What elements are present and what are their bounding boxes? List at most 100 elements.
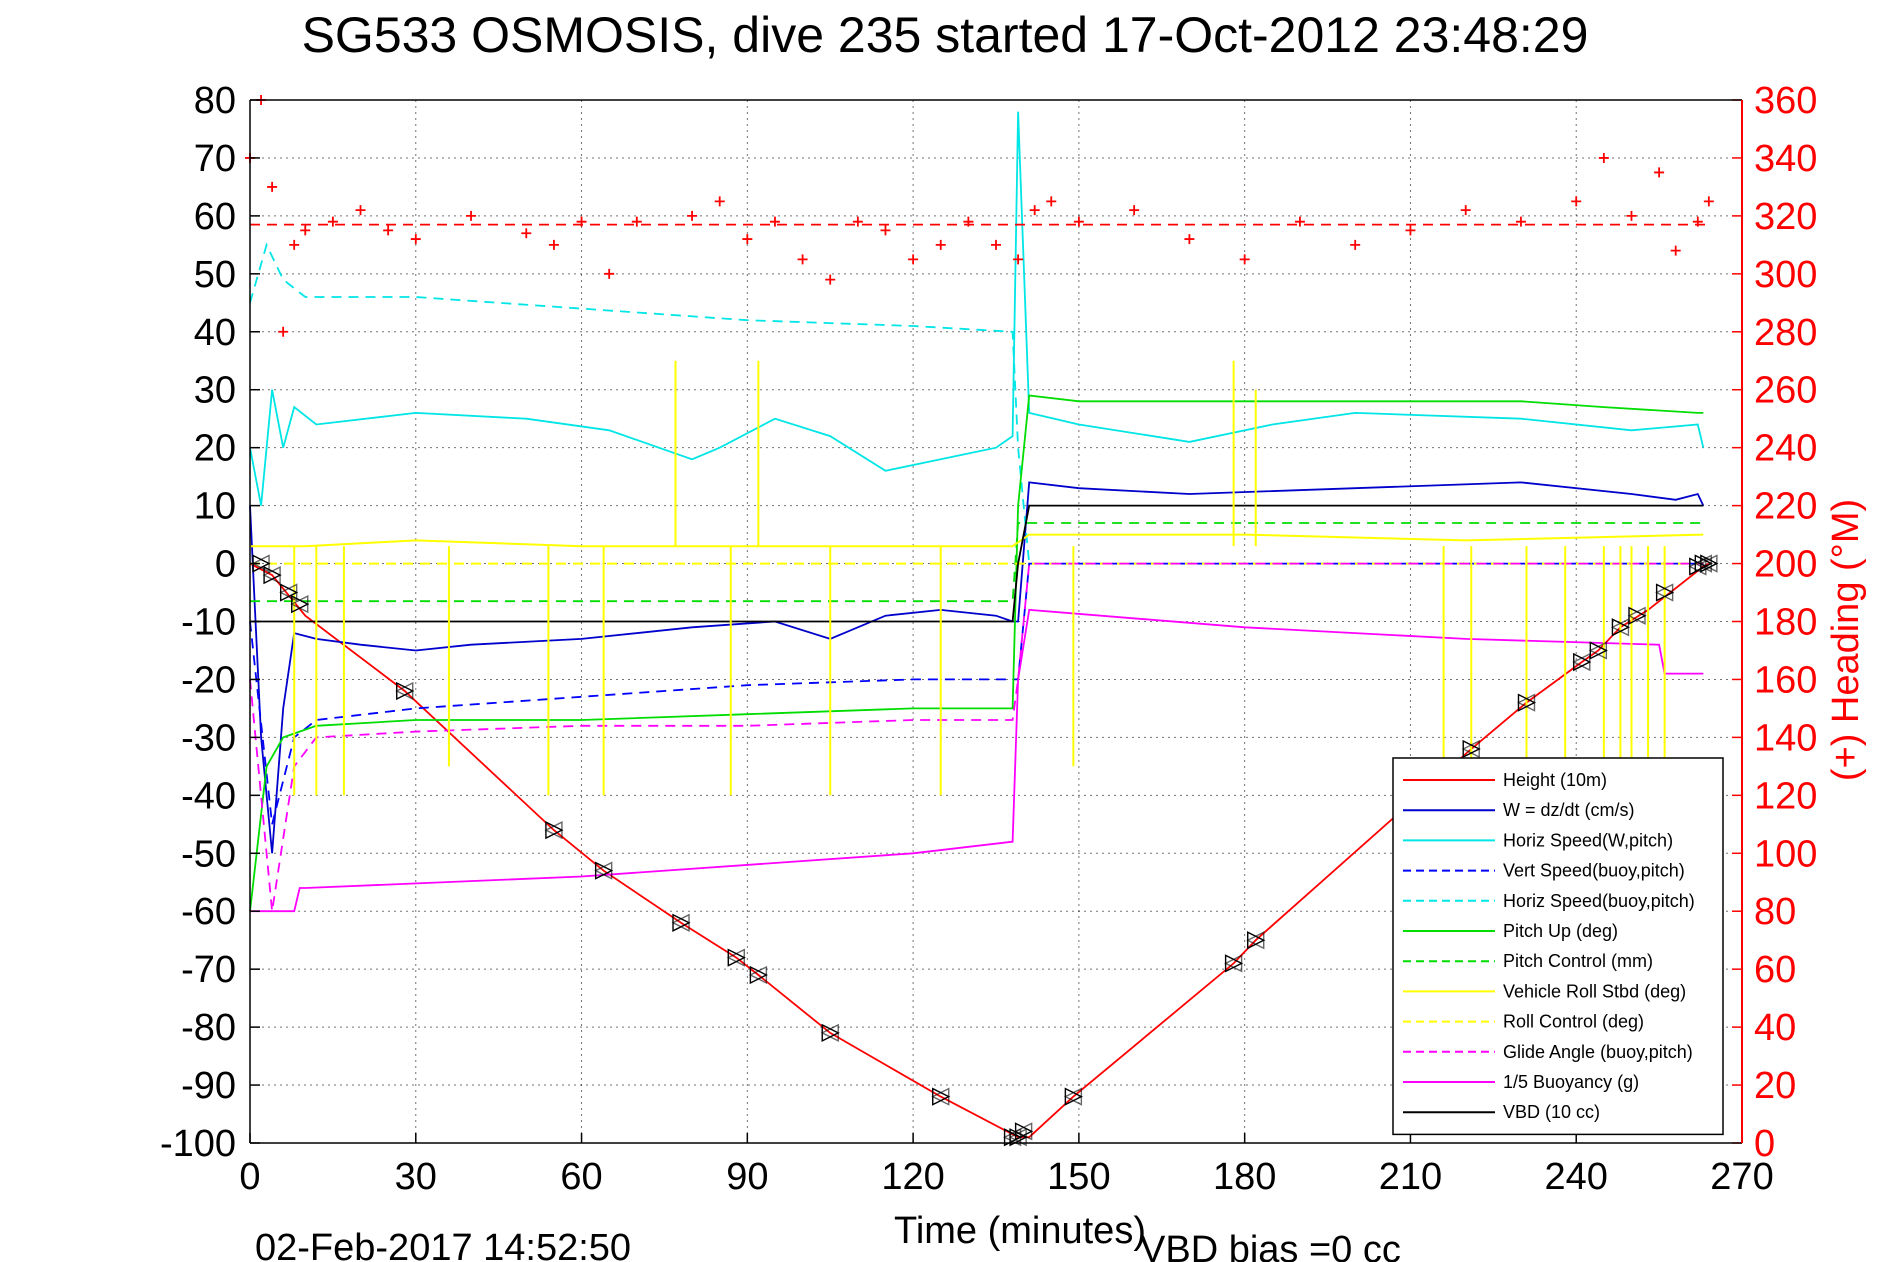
heading-point bbox=[991, 239, 1001, 250]
heading-point bbox=[1670, 245, 1681, 256]
dive-marker-inner bbox=[1516, 693, 1536, 712]
legend-label: W = dz/dt (cm/s) bbox=[1503, 800, 1635, 820]
dive-marker-inner bbox=[1461, 739, 1480, 759]
dive-marker-inner bbox=[262, 566, 281, 585]
footer-vbd-bias: VBD bias =0 cc bbox=[1140, 1229, 1401, 1262]
heading-point bbox=[300, 225, 311, 236]
chart-title: SG533 OSMOSIS, dive 235 started 17-Oct-2… bbox=[302, 7, 1589, 63]
heading-point bbox=[521, 228, 532, 239]
legend-label: Horiz Speed(W,pitch) bbox=[1503, 830, 1673, 850]
heading-point bbox=[466, 210, 477, 221]
y-right-tick-label: 320 bbox=[1754, 196, 1817, 238]
dive-marker-inner bbox=[931, 1087, 950, 1106]
heading-point bbox=[797, 254, 808, 265]
dive-marker-inner bbox=[1693, 554, 1713, 573]
legend-label: Horiz Speed(buoy,pitch) bbox=[1503, 891, 1695, 911]
dive-marker-inner bbox=[544, 820, 563, 840]
dive-markers bbox=[251, 554, 1719, 1147]
footer-timestamp: 02-Feb-2017 14:52:50 bbox=[255, 1227, 631, 1262]
legend-label: Vert Speed(buoy,pitch) bbox=[1503, 861, 1685, 881]
legend-label: Pitch Up (deg) bbox=[1503, 921, 1618, 941]
heading-point bbox=[1654, 167, 1665, 178]
heading-point bbox=[687, 210, 698, 221]
series-5-line bbox=[249, 394, 1704, 912]
y-right-tick-label: 180 bbox=[1754, 602, 1817, 644]
y-right-tick-label: 280 bbox=[1754, 312, 1817, 354]
heading-point bbox=[1046, 196, 1057, 207]
heading-point bbox=[1350, 239, 1361, 250]
y-tick-label: -20 bbox=[181, 659, 236, 701]
y-tick-label: -100 bbox=[160, 1123, 236, 1165]
series-2-line bbox=[249, 111, 1705, 506]
y-tick-label: -70 bbox=[181, 949, 236, 991]
y-right-tick-label: 20 bbox=[1754, 1065, 1796, 1107]
heading-point bbox=[1073, 216, 1084, 227]
dive-marker-inner bbox=[1063, 1087, 1083, 1106]
y-tick-label: 40 bbox=[194, 312, 236, 354]
legend-box bbox=[1392, 757, 1724, 1136]
heading-point bbox=[742, 234, 753, 245]
heading-point bbox=[1515, 216, 1526, 227]
axes-layer: 0 30 60 90 120 150 180 210 240 270 80 70 60 50 40 30 20 1… bbox=[160, 80, 1817, 1198]
series-4-line bbox=[249, 242, 1704, 565]
dive-marker-inner bbox=[671, 913, 690, 932]
heading-point bbox=[1294, 216, 1305, 227]
y-tick-label: -40 bbox=[181, 775, 236, 817]
heading-point bbox=[1626, 210, 1637, 221]
heading-point bbox=[604, 268, 615, 279]
y-axis-right-label: (+) Heading (°M) bbox=[1825, 499, 1867, 781]
heading-point bbox=[1029, 205, 1040, 216]
dive-marker-inner bbox=[820, 1023, 839, 1043]
y-right-tick-label: 120 bbox=[1754, 775, 1817, 817]
heading-point bbox=[631, 216, 642, 227]
x-tick-label: 30 bbox=[395, 1156, 437, 1198]
heading-point bbox=[852, 216, 863, 227]
dive-marker-inner bbox=[594, 861, 613, 880]
roll-spikes bbox=[293, 360, 1666, 796]
y-right-tick-label: 60 bbox=[1754, 949, 1796, 991]
x-axis-label: Time (minutes) bbox=[894, 1210, 1146, 1252]
heading-point bbox=[880, 225, 891, 236]
heading-point bbox=[1571, 196, 1582, 207]
x-tick-label: 90 bbox=[726, 1156, 768, 1198]
y-tick-label: 10 bbox=[194, 486, 236, 528]
y-tick-label: -80 bbox=[181, 1007, 236, 1049]
y-right-tick-label: 100 bbox=[1754, 833, 1817, 875]
x-tick-label: 270 bbox=[1710, 1156, 1773, 1198]
y-right-tick-label: 40 bbox=[1754, 1007, 1796, 1049]
legend-label: Glide Angle (buoy,pitch) bbox=[1503, 1042, 1693, 1062]
dive-marker-inner bbox=[251, 554, 270, 573]
legend-label: Pitch Control (mm) bbox=[1503, 951, 1653, 971]
y-right-tick-label: 80 bbox=[1754, 891, 1796, 933]
x-tick-label: 150 bbox=[1047, 1156, 1110, 1198]
dive-marker-inner bbox=[1627, 606, 1646, 625]
y-tick-label: 50 bbox=[194, 254, 236, 296]
heading-point bbox=[267, 181, 278, 192]
series-1-line bbox=[249, 481, 1705, 854]
heading-point bbox=[1239, 254, 1250, 265]
heading-point bbox=[327, 216, 338, 227]
series-0-line bbox=[249, 562, 1710, 1139]
dive-marker-inner bbox=[395, 681, 414, 701]
heading-point bbox=[935, 239, 946, 250]
dive-marker-inner bbox=[1572, 652, 1591, 672]
x-tick-label: 120 bbox=[881, 1156, 944, 1198]
dive-marker-inner bbox=[1014, 1122, 1033, 1141]
heading-point bbox=[1013, 254, 1024, 265]
y-right-tick-label: 300 bbox=[1754, 254, 1817, 296]
heading-point bbox=[1129, 205, 1140, 216]
y-right-tick-label: 0 bbox=[1754, 1123, 1775, 1165]
y-right-tick-label: 340 bbox=[1754, 138, 1817, 180]
heading-point bbox=[1460, 205, 1471, 216]
y-tick-label: 20 bbox=[194, 428, 236, 470]
y-right-tick-label: 260 bbox=[1754, 370, 1817, 412]
x-tick-label: 240 bbox=[1545, 1156, 1608, 1198]
dive-marker-inner bbox=[1246, 931, 1265, 950]
y-tick-label: -30 bbox=[181, 717, 236, 759]
x-tick-label: 180 bbox=[1213, 1156, 1276, 1198]
heading-point bbox=[548, 239, 559, 250]
x-tick-label: 210 bbox=[1379, 1156, 1442, 1198]
y-right-tick-label: 360 bbox=[1754, 80, 1817, 122]
x-tick-label: 0 bbox=[239, 1156, 260, 1198]
